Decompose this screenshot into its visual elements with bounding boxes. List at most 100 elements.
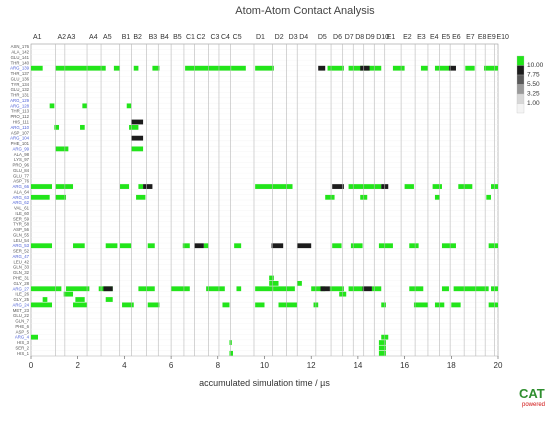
color-legend: 10.00 7.75 5.50 3.25 1.00 bbox=[516, 55, 544, 114]
contact-cell bbox=[55, 184, 74, 189]
residue-label: GLY_28 bbox=[14, 281, 30, 286]
contact-cell bbox=[255, 184, 293, 189]
contact-cell bbox=[371, 286, 382, 292]
contact-cell bbox=[185, 65, 209, 71]
contact-cell bbox=[348, 184, 382, 189]
contact-cell bbox=[413, 302, 428, 308]
contact-cell bbox=[133, 65, 139, 71]
segment-label: C2 bbox=[196, 34, 205, 41]
contact-cell bbox=[458, 184, 473, 189]
segment-label: D5 bbox=[318, 34, 327, 41]
contact-cell bbox=[434, 65, 452, 71]
segment-label: E7 bbox=[466, 34, 475, 41]
contact-cell bbox=[273, 286, 295, 292]
contact-cell bbox=[320, 286, 330, 292]
segment-label: D8 bbox=[355, 34, 364, 41]
legend-swatch bbox=[516, 65, 525, 76]
contact-cell bbox=[231, 65, 246, 71]
contact-cell bbox=[404, 184, 414, 189]
legend-label: 3.25 bbox=[527, 91, 540, 98]
contact-cell bbox=[448, 65, 456, 71]
segment-label: E9 bbox=[487, 34, 496, 41]
x-tick-label: 18 bbox=[447, 361, 456, 370]
legend-swatch bbox=[516, 84, 525, 95]
contact-cell bbox=[182, 243, 190, 249]
contact-cell bbox=[362, 286, 372, 292]
segment-label: A5 bbox=[103, 34, 112, 41]
contact-cell bbox=[31, 194, 50, 200]
contact-cell bbox=[229, 350, 233, 356]
contact-cell bbox=[105, 243, 118, 249]
contact-cell bbox=[329, 286, 344, 292]
contact-cell bbox=[31, 65, 43, 71]
residue-row-lines bbox=[31, 49, 498, 357]
residue-label: PHE_101 bbox=[11, 141, 30, 146]
segment-label: E3 bbox=[417, 34, 426, 41]
segment-label: D1 bbox=[256, 34, 265, 41]
contact-cell bbox=[55, 146, 69, 152]
contact-cell bbox=[451, 302, 461, 308]
segment-label: A1 bbox=[33, 34, 42, 41]
contact-cell bbox=[311, 286, 326, 292]
x-tick-label: 20 bbox=[494, 361, 503, 370]
residue-label: SER_52 bbox=[13, 249, 30, 254]
x-tick-label: 10 bbox=[260, 361, 269, 370]
x-tick-label: 12 bbox=[307, 361, 316, 370]
legend-label: 5.50 bbox=[527, 81, 540, 88]
residue-label: ILE_26 bbox=[15, 292, 29, 297]
residue-label: ASP_5 bbox=[16, 329, 30, 334]
segment-label: E10 bbox=[496, 34, 509, 41]
contact-cell bbox=[483, 65, 498, 71]
contact-cell bbox=[143, 184, 153, 189]
contact-cell bbox=[378, 345, 386, 351]
contact-cell bbox=[136, 194, 146, 200]
contact-cell bbox=[297, 243, 312, 249]
contact-cell bbox=[31, 302, 53, 308]
x-tick-label: 2 bbox=[75, 361, 80, 370]
contact-cell bbox=[171, 286, 190, 292]
contact-cell bbox=[119, 243, 132, 249]
residue-label: GLN_55 bbox=[13, 232, 30, 237]
residue-label: THR_140 bbox=[11, 60, 30, 65]
contact-cell bbox=[441, 286, 449, 292]
contact-cell bbox=[297, 280, 302, 286]
x-tick-label: 8 bbox=[216, 361, 221, 370]
contact-cell bbox=[234, 243, 242, 249]
residue-label: PHE_6 bbox=[15, 324, 29, 329]
contact-cell bbox=[364, 65, 382, 71]
contact-cell bbox=[348, 65, 365, 71]
residue-label: GLU_77 bbox=[13, 173, 30, 178]
residue-label: LEU_42 bbox=[13, 259, 29, 264]
contact-cell bbox=[318, 65, 326, 71]
residue-label: HIS_1 bbox=[17, 351, 30, 356]
residue-label: THR_113 bbox=[11, 109, 30, 114]
segment-labels: A1 A2 A3 A4 A5 B1 B2 B3 B4 B5 C1 C2 C3 C4 C5 D1 D2 D3 D4 D5… bbox=[33, 34, 509, 41]
contact-cell bbox=[55, 65, 106, 71]
segment-label: B2 bbox=[133, 34, 142, 41]
contact-cell bbox=[147, 243, 155, 249]
residue-label: ALA_64 bbox=[14, 189, 30, 194]
legend-swatch bbox=[516, 74, 525, 85]
contact-cell bbox=[325, 194, 335, 200]
residue-label: GLU_141 bbox=[11, 55, 30, 60]
contact-cell bbox=[113, 65, 120, 71]
contact-cell bbox=[453, 286, 489, 292]
segment-label: E6 bbox=[452, 34, 461, 41]
residue-label: ARG_99 bbox=[13, 146, 30, 151]
residue-label: ARG_128 bbox=[10, 103, 29, 108]
x-axis-ticks: 0 2 4 6 8 10 12 14 16 18 20 bbox=[29, 356, 503, 370]
contact-cell bbox=[203, 243, 209, 249]
contact-cell bbox=[131, 135, 144, 141]
residue-label: GLU_132 bbox=[11, 87, 30, 92]
cat-logo-text: CAT bbox=[519, 386, 545, 401]
contact-cell bbox=[350, 243, 363, 249]
contact-cell bbox=[378, 350, 386, 356]
contact-cell bbox=[122, 302, 134, 308]
residue-label: GLU_22 bbox=[13, 313, 30, 318]
residue-label: LYS_97 bbox=[14, 157, 30, 162]
contact-cell bbox=[441, 243, 456, 249]
contact-cell bbox=[54, 124, 60, 130]
residue-label: ARG_53 bbox=[13, 243, 30, 248]
legend-label: 1.00 bbox=[527, 100, 540, 107]
